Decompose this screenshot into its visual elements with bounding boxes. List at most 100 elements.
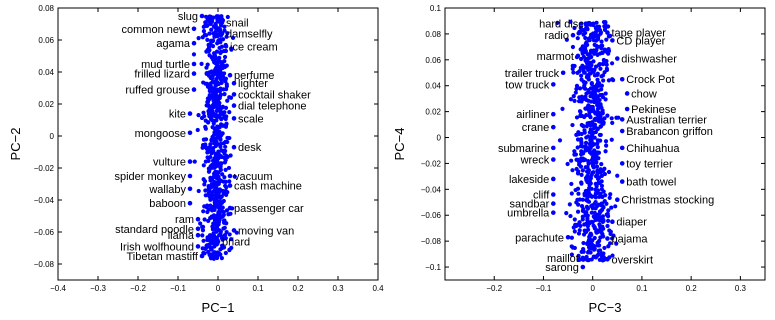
y-tick-label: 0.04: [38, 68, 54, 77]
labeled-point: [195, 232, 201, 238]
data-point: [210, 225, 216, 230]
labeled-point: [619, 76, 625, 82]
data-point: [207, 252, 212, 257]
data-point: [203, 126, 208, 131]
data-point: [205, 84, 211, 89]
data-point: [200, 35, 205, 40]
data-point: [609, 116, 614, 121]
data-point: [222, 58, 227, 64]
data-point: [609, 236, 615, 241]
data-point: [575, 137, 581, 142]
data-point: [222, 191, 227, 196]
data-point: [574, 83, 580, 88]
data-point: [583, 58, 588, 63]
data-point: [604, 201, 609, 206]
data-point: [214, 225, 220, 230]
x-axis-label: PC−1: [202, 300, 235, 315]
data-point: [583, 106, 588, 111]
data-point: [599, 187, 604, 192]
point-annotation: kite: [169, 109, 186, 121]
data-point: [195, 127, 200, 133]
data-point: [578, 113, 583, 119]
data-point: [603, 91, 608, 96]
data-point: [224, 122, 229, 127]
data-point: [210, 148, 215, 154]
data-point: [583, 41, 588, 46]
data-point: [592, 226, 597, 231]
data-point: [216, 210, 221, 215]
data-point: [205, 47, 210, 53]
data-point: [222, 28, 227, 33]
data-point: [569, 244, 574, 249]
y-tick-label: 0.04: [425, 82, 441, 91]
data-point: [218, 144, 223, 149]
data-point: [221, 218, 227, 223]
data-point: [201, 177, 206, 182]
labeled-point: [227, 72, 233, 78]
data-point: [212, 179, 217, 184]
data-point: [207, 149, 212, 154]
data-point: [203, 246, 208, 252]
data-point: [196, 36, 201, 41]
data-point: [219, 148, 224, 153]
labeled-point: [605, 30, 610, 35]
data-point: [582, 228, 587, 233]
labeled-point: [551, 145, 556, 151]
data-point: [596, 243, 602, 248]
data-point: [597, 238, 602, 244]
data-point: [577, 69, 582, 74]
labeled-point: [191, 61, 197, 67]
data-point: [201, 209, 206, 214]
data-point: [205, 37, 210, 42]
y-tick-label: −0.1: [425, 263, 441, 272]
y-axis-label: PC−4: [392, 128, 407, 161]
data-point: [587, 182, 592, 187]
data-point: [613, 204, 618, 209]
data-point: [585, 27, 590, 32]
data-point: [227, 248, 232, 253]
point-annotation: tape player: [611, 28, 666, 40]
data-point: [212, 58, 217, 63]
data-point: [589, 210, 594, 215]
data-point: [208, 142, 213, 147]
data-point: [218, 178, 224, 183]
data-point: [579, 73, 584, 78]
data-point: [230, 35, 236, 40]
data-point: [601, 61, 606, 66]
data-point: [601, 78, 606, 83]
point-annotation: lighter: [238, 78, 268, 90]
data-point: [217, 187, 223, 192]
point-annotation: slug: [178, 11, 198, 23]
data-point: [582, 83, 587, 88]
labeled-point: [551, 210, 556, 215]
point-annotation: briard: [222, 237, 250, 249]
data-point: [203, 20, 208, 25]
data-point: [589, 92, 594, 97]
data-point: [214, 139, 219, 144]
data-point: [602, 116, 607, 121]
data-point: [222, 155, 227, 160]
data-point: [224, 82, 229, 87]
data-point: [615, 173, 620, 178]
labeled-point: [187, 173, 193, 179]
data-point: [586, 76, 591, 81]
data-point: [607, 195, 612, 200]
point-annotation: sarong: [545, 262, 579, 274]
data-point: [205, 243, 210, 248]
labeled-point: [560, 70, 566, 76]
data-point: [219, 133, 224, 138]
data-point: [597, 24, 602, 29]
data-point: [592, 98, 597, 103]
data-point: [601, 217, 606, 223]
data-point: [203, 137, 209, 142]
data-point: [592, 122, 598, 127]
y-tick-label: −0.06: [421, 211, 442, 220]
labeled-point: [580, 264, 586, 270]
y-tick-label: −0.04: [421, 185, 442, 194]
point-annotation: tow truck: [505, 79, 550, 91]
data-point: [572, 98, 577, 103]
labeled-point: [191, 40, 197, 46]
data-point: [608, 192, 613, 197]
data-point: [593, 195, 598, 200]
data-point: [594, 183, 599, 189]
